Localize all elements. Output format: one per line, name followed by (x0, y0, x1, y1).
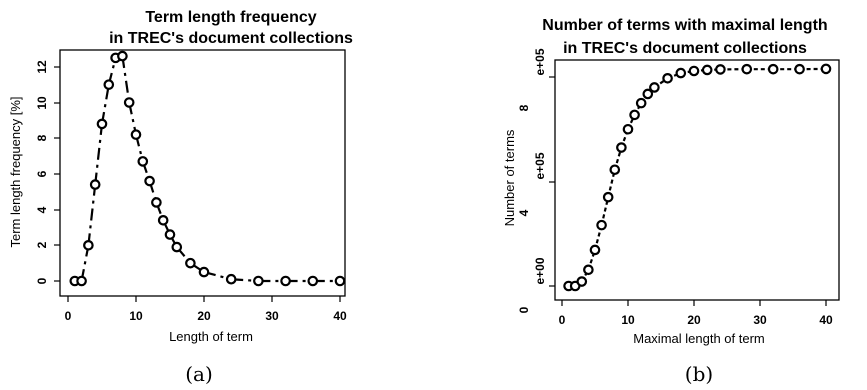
chart-a-x-tick-label-0: 0 (65, 309, 72, 323)
chart-a-point-18 (225, 273, 237, 285)
chart-a-point-20 (280, 275, 291, 287)
chart-b-point-5 (596, 219, 607, 231)
chart-b-point-2 (576, 276, 588, 287)
chart-b-x-tick-label-2: 20 (687, 313, 701, 327)
chart-a-point-1 (76, 275, 87, 287)
chart-a-x-tick-label-1: 10 (129, 309, 143, 323)
chart-b-y-tick-label-4: 8 (517, 104, 531, 111)
chart-a-point-14 (164, 229, 176, 240)
chart-b-point-13 (649, 82, 660, 93)
chart-b-point-20 (767, 63, 779, 75)
chart-b-point-14 (662, 73, 673, 84)
chart-a-point-13 (157, 215, 169, 226)
chart-b-point-18 (715, 64, 726, 75)
chart-b-point-19 (741, 63, 753, 75)
chart-b-x-axis-label: Maximal length of term (633, 331, 765, 346)
chart-a-point-11 (144, 175, 155, 187)
chart-a-point-15 (171, 241, 183, 253)
chart-a-point-17 (198, 266, 210, 278)
chart-b-y-tick-label-2: 4 (517, 209, 531, 216)
chart-b-point-12 (642, 88, 654, 100)
chart-a-line-segment-3 (94, 123, 104, 185)
chart-b-y-axis: 0 e+00 4 e+05 8 e+05 (517, 48, 555, 313)
chart-b-point-6 (602, 191, 614, 203)
chart-a-point-2 (83, 240, 94, 251)
panel-b: Number of terms with maximal length in T… (502, 17, 840, 386)
chart-a-point-12 (151, 197, 162, 208)
chart-b-series (563, 63, 832, 292)
chart-a-y-axis: 0 2 4 6 8 10 12 (35, 60, 60, 284)
chart-a-subtitle: in TREC's document collections (109, 30, 353, 47)
chart-b-y-tick-label-3: e+05 (533, 152, 547, 179)
chart-a-y-tick-label-0: 0 (35, 277, 49, 284)
chart-a-y-tick-label-6: 12 (35, 60, 49, 74)
chart-b-point-4 (589, 244, 601, 256)
chart-a-y-tick-label-4: 8 (35, 134, 49, 141)
chart-b-point-17 (701, 64, 713, 76)
chart-a-x-axis: 0 10 20 30 40 (65, 296, 347, 323)
chart-a-y-tick-label-3: 6 (35, 170, 49, 177)
chart-a-point-4 (96, 118, 108, 130)
chart-b-x-tick-label-3: 30 (753, 313, 767, 327)
chart-b-title: Number of terms with maximal length (542, 17, 827, 34)
chart-a-y-tick-label-5: 10 (35, 96, 49, 110)
chart-a-y-tick-label-2: 4 (35, 206, 49, 213)
chart-a-line-segment-7 (121, 55, 131, 103)
chart-a-x-tick-label-3: 30 (265, 309, 279, 323)
chart-b-plot-frame (554, 59, 840, 301)
panel-a: Term length frequency in TREC's document… (8, 9, 353, 386)
chart-b-point-22 (820, 63, 832, 75)
chart-a-x-tick-label-2: 20 (197, 309, 211, 323)
chart-b-point-9 (622, 123, 634, 135)
chart-b-x-tick-label-1: 10 (621, 313, 635, 327)
chart-a-y-tick-label-1: 2 (35, 241, 49, 248)
chart-a-point-22 (334, 275, 346, 287)
chart-b-point-3 (583, 264, 594, 276)
chart-a-point-9 (130, 129, 142, 140)
chart-a-point-10 (137, 156, 149, 167)
chart-b-point-8 (616, 142, 627, 153)
chart-a-line-segment-8 (128, 102, 138, 135)
chart-a-point-3 (89, 179, 101, 190)
chart-b-point-7 (609, 164, 621, 176)
chart-a-point-7 (117, 50, 128, 62)
chart-b-y-tick-label-5: e+05 (533, 48, 547, 75)
chart-a-line-segment-1 (80, 245, 90, 282)
chart-a-point-5 (103, 79, 115, 90)
chart-b-point-10 (629, 109, 640, 121)
chart-b-x-tick-label-0: 0 (559, 313, 566, 327)
chart-a-title: Term length frequency (145, 9, 316, 26)
chart-b-y-axis-label: Number of terms (502, 129, 517, 226)
chart-a-x-tick-label-4: 40 (333, 309, 347, 323)
chart-a-caption: (a) (185, 362, 213, 386)
chart-a-point-21 (307, 275, 319, 287)
chart-b-point-15 (675, 67, 687, 79)
chart-a-line-segment-4 (100, 84, 110, 125)
chart-b-y-tick-label-0: 0 (517, 306, 531, 313)
chart-a-series (69, 50, 346, 287)
chart-b-subtitle: in TREC's document collections (563, 40, 807, 57)
chart-b-caption: (b) (685, 362, 713, 386)
chart-b-x-tick-label-4: 40 (819, 313, 833, 327)
chart-a-x-axis-label: Length of term (169, 329, 253, 344)
chart-b-point-16 (688, 65, 700, 77)
chart-a-y-axis-label: Term length frequency [%] (8, 96, 23, 247)
chart-b-y-tick-label-1: e+00 (533, 257, 547, 284)
chart-a-point-16 (185, 257, 196, 269)
chart-a-plot-frame (59, 49, 346, 297)
chart-a-line-segment-2 (87, 184, 97, 246)
chart-b-x-axis: 0 10 20 30 40 (559, 300, 833, 327)
chart-a-point-8 (123, 97, 135, 108)
chart-b-point-11 (635, 97, 647, 109)
chart-a-point-19 (253, 275, 264, 287)
chart-b-point-21 (794, 63, 805, 75)
